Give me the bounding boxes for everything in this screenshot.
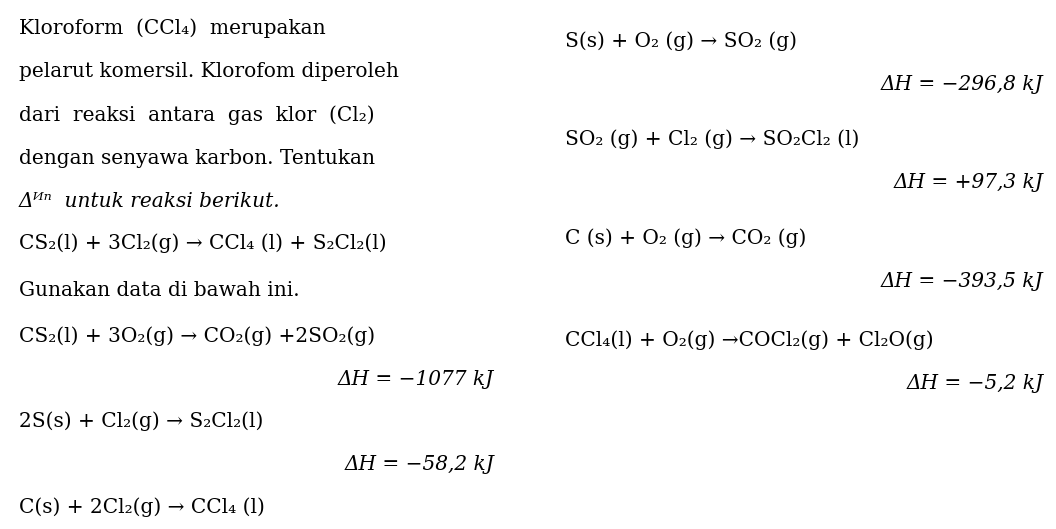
Text: Gunakan data di bawah ini.: Gunakan data di bawah ini. <box>19 281 300 300</box>
Text: ΔH = +97,3 kJ: ΔH = +97,3 kJ <box>893 173 1043 192</box>
Text: C(s) + 2Cl₂(g) → CCl₄ (l): C(s) + 2Cl₂(g) → CCl₄ (l) <box>19 497 265 517</box>
Text: Δᴻⁿ  untuk reaksi berikut.: Δᴻⁿ untuk reaksi berikut. <box>19 192 281 211</box>
Text: dari  reaksi  antara  gas  klor  (Cl₂): dari reaksi antara gas klor (Cl₂) <box>19 105 375 125</box>
Text: CCl₄(l) + O₂(g) →COCl₂(g) + Cl₂O(g): CCl₄(l) + O₂(g) →COCl₂(g) + Cl₂O(g) <box>565 331 934 350</box>
Text: Kloroform  (CCl₄)  merupakan: Kloroform (CCl₄) merupakan <box>19 19 325 38</box>
Text: 2S(s) + Cl₂(g) → S₂Cl₂(l): 2S(s) + Cl₂(g) → S₂Cl₂(l) <box>19 412 263 431</box>
Text: pelarut komersil. Klorofom diperoleh: pelarut komersil. Klorofom diperoleh <box>19 62 399 81</box>
Text: ΔH = −1077 kJ: ΔH = −1077 kJ <box>338 370 494 389</box>
Text: dengan senyawa karbon. Tentukan: dengan senyawa karbon. Tentukan <box>19 149 375 168</box>
Text: CS₂(l) + 3O₂(g) → CO₂(g) +2SO₂(g): CS₂(l) + 3O₂(g) → CO₂(g) +2SO₂(g) <box>19 326 375 346</box>
Text: ΔH = −58,2 kJ: ΔH = −58,2 kJ <box>344 455 494 474</box>
Text: ΔH = −5,2 kJ: ΔH = −5,2 kJ <box>906 374 1043 393</box>
Text: ΔH = −393,5 kJ: ΔH = −393,5 kJ <box>881 272 1043 291</box>
Text: C (s) + O₂ (g) → CO₂ (g): C (s) + O₂ (g) → CO₂ (g) <box>565 229 807 248</box>
Text: CS₂(l) + 3Cl₂(g) → CCl₄ (l) + S₂Cl₂(l): CS₂(l) + 3Cl₂(g) → CCl₄ (l) + S₂Cl₂(l) <box>19 234 386 253</box>
Text: ΔH = −296,8 kJ: ΔH = −296,8 kJ <box>881 75 1043 94</box>
Text: SO₂ (g) + Cl₂ (g) → SO₂Cl₂ (l): SO₂ (g) + Cl₂ (g) → SO₂Cl₂ (l) <box>565 130 860 149</box>
Text: S(s) + O₂ (g) → SO₂ (g): S(s) + O₂ (g) → SO₂ (g) <box>565 32 797 51</box>
